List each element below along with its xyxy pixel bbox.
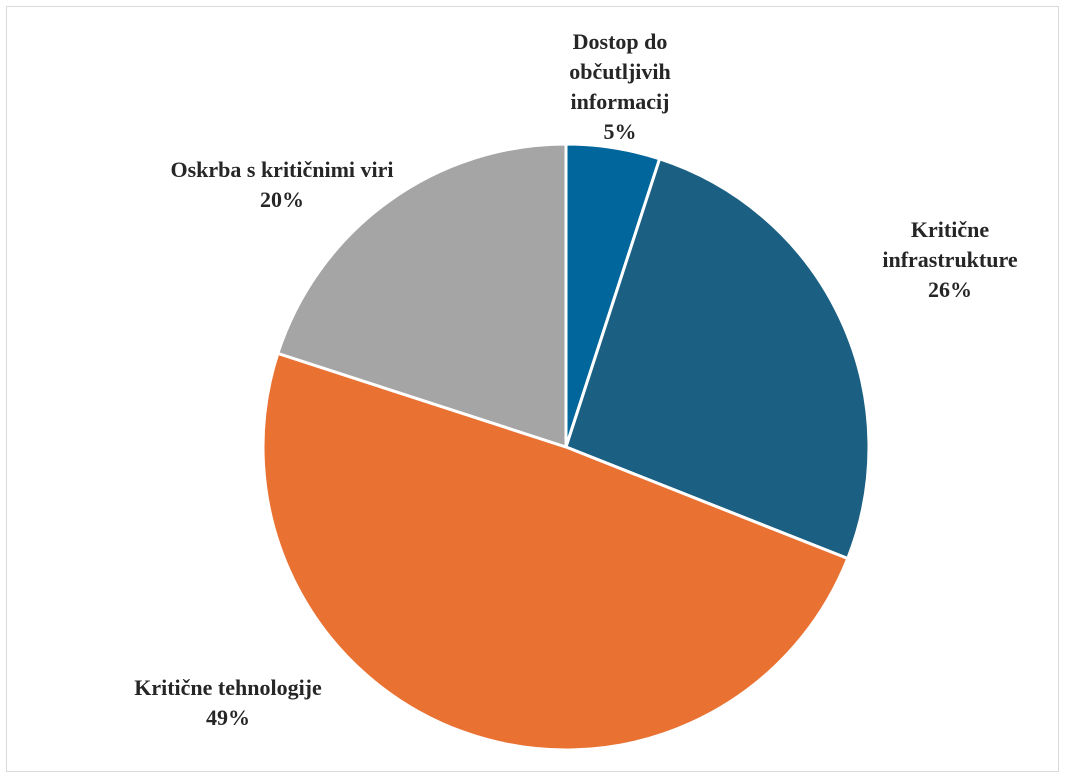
- value-label: 26%: [928, 277, 972, 302]
- category-label: Oskrba s kritičnimi viri: [170, 157, 394, 182]
- chart-frame: [6, 6, 1059, 772]
- slice-label: Oskrba s kritičnimi viri 20%: [132, 155, 432, 215]
- value-label: 5%: [603, 119, 637, 144]
- value-label: 20%: [260, 187, 304, 212]
- slice-label: Kritične infrastrukture 26%: [860, 215, 1040, 305]
- category-label: Kritične infrastrukture: [882, 217, 1018, 272]
- slice-label: Kritične tehnologije 49%: [80, 673, 376, 733]
- category-label: Dostop do občutljivih informacij: [569, 29, 671, 114]
- pie-slice: [276, 142, 568, 449]
- pie-slice: [261, 351, 850, 752]
- category-label: Kritične tehnologije: [134, 675, 322, 700]
- pie-slice: [564, 157, 871, 561]
- value-label: 49%: [206, 705, 250, 730]
- slice-label: Dostop do občutljivih informacij 5%: [550, 27, 690, 147]
